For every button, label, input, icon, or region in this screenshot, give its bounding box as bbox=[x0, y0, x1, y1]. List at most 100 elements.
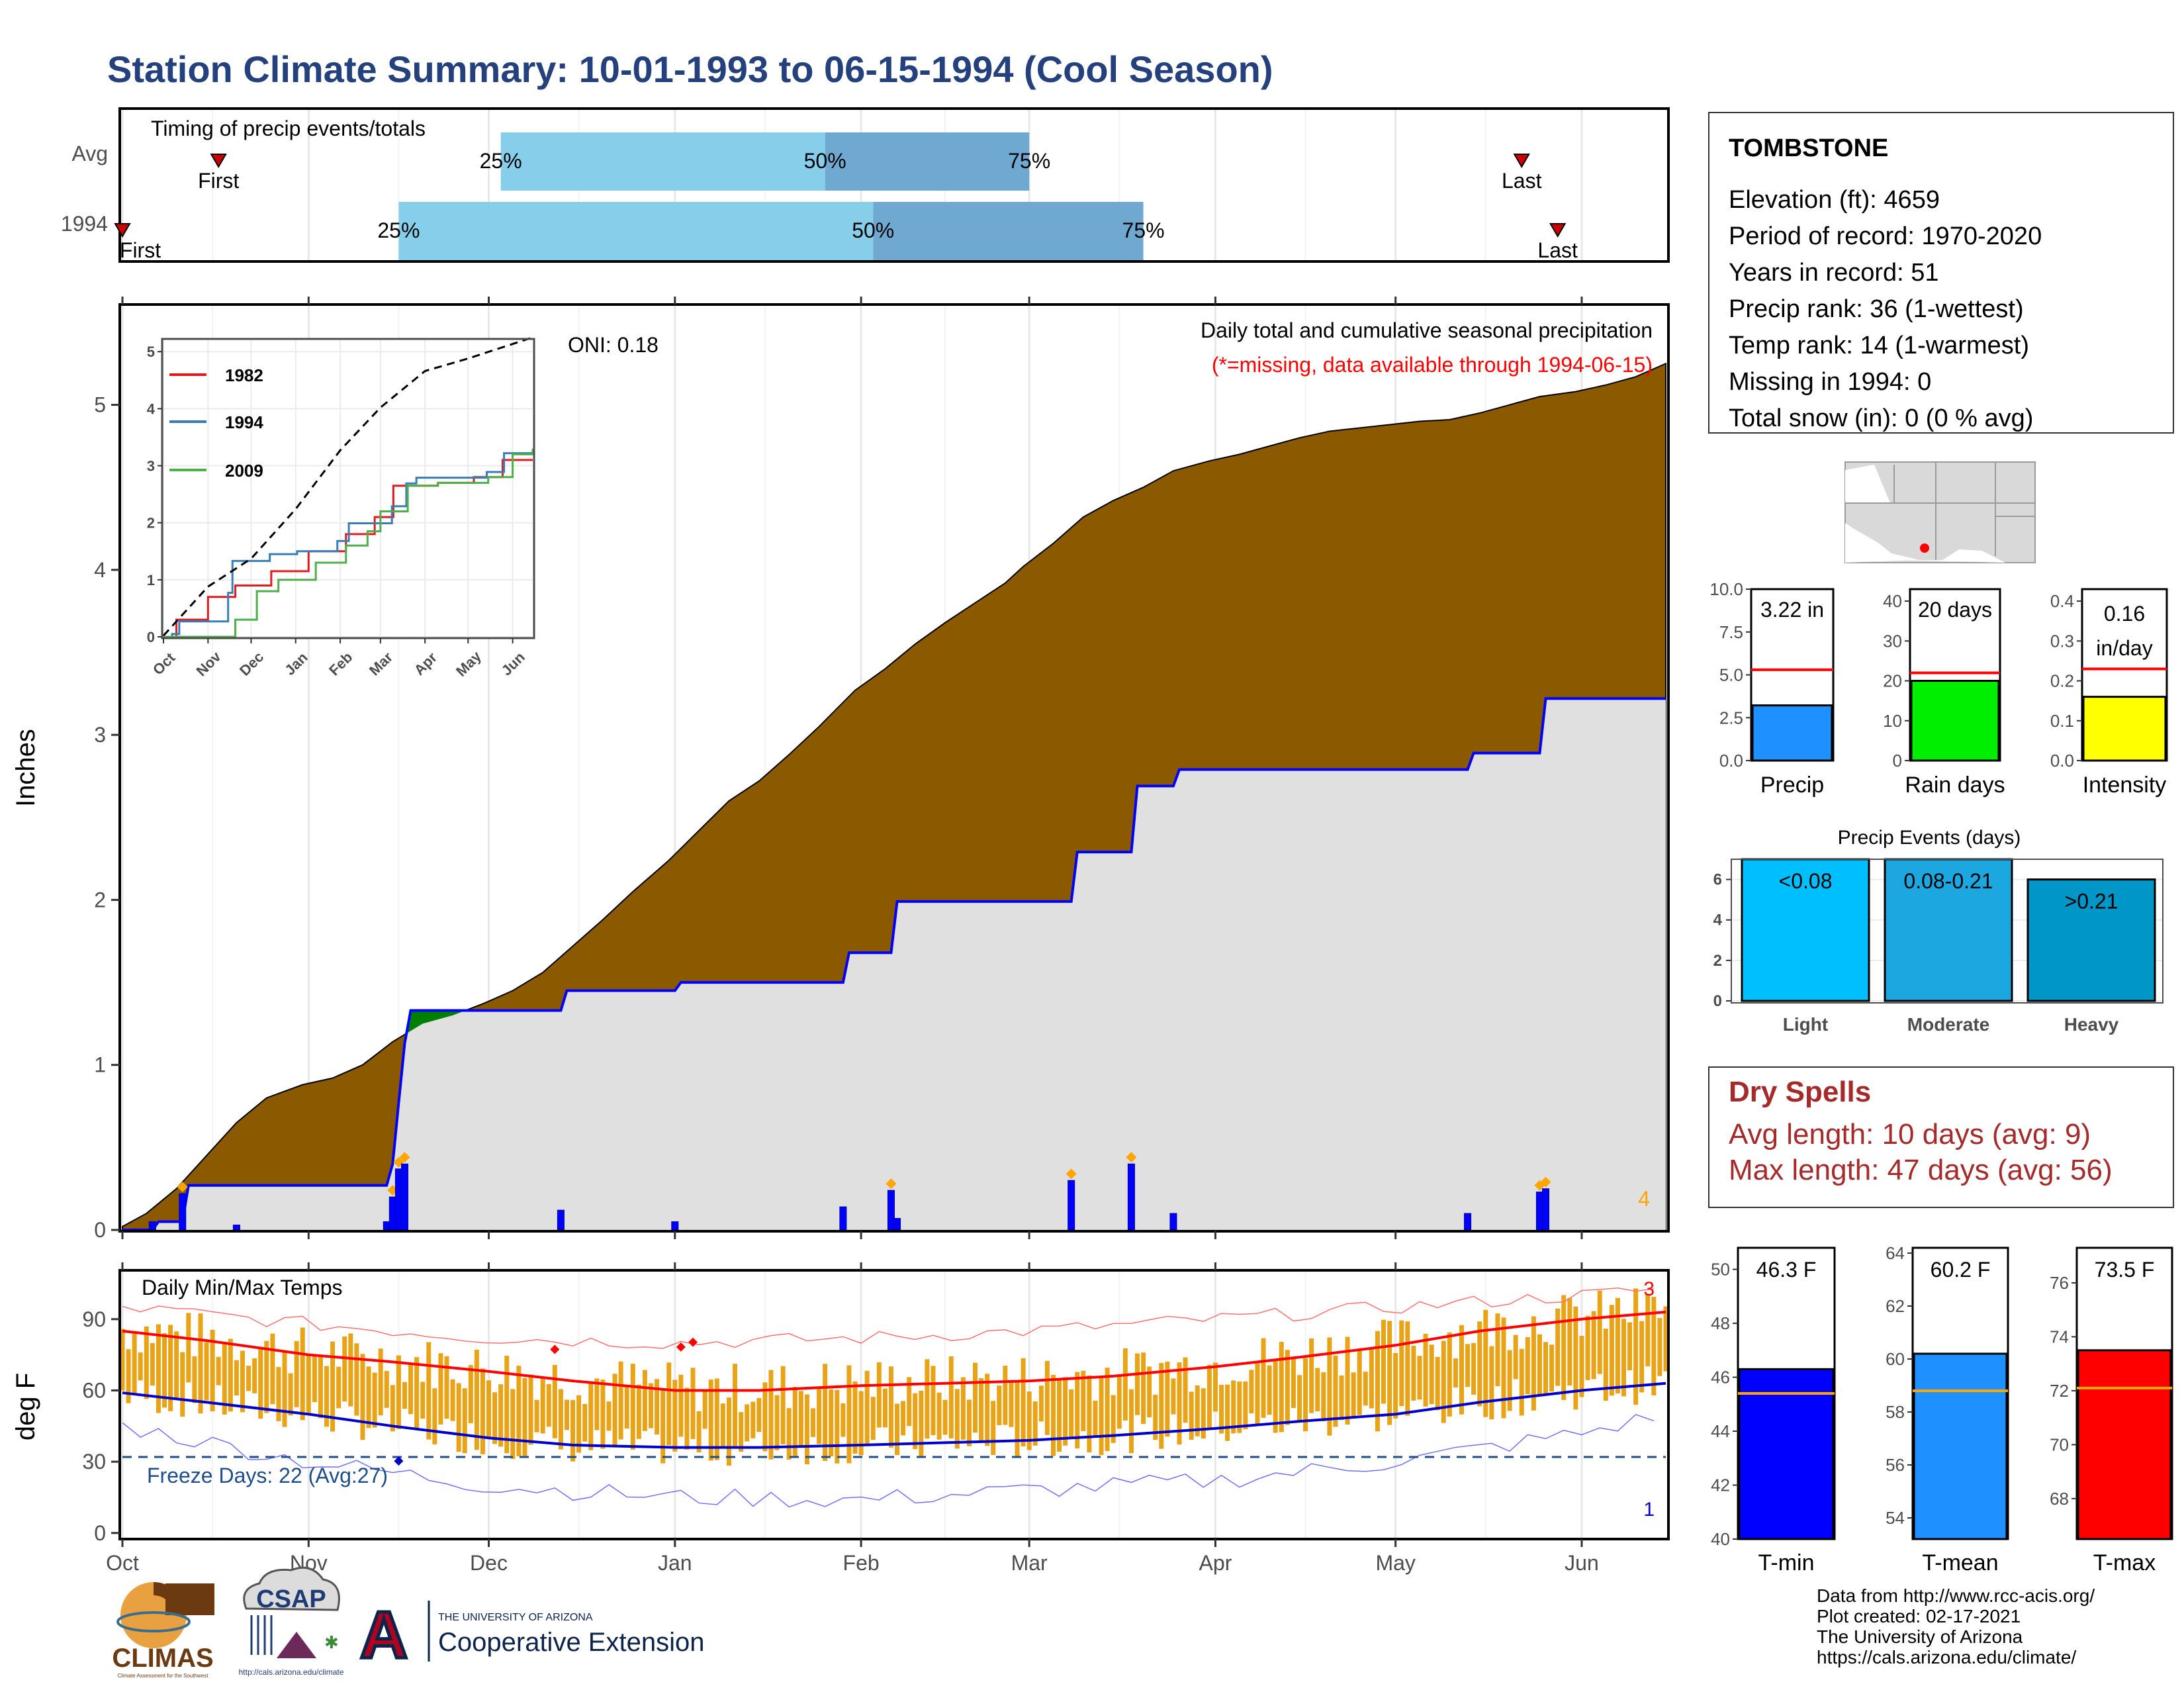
precip-daily-bars bbox=[148, 1152, 1551, 1231]
temp-daily-bar bbox=[1081, 1370, 1086, 1431]
timing-bar-25-50 bbox=[500, 132, 825, 191]
temp-summary-category-label: T-min bbox=[1758, 1550, 1815, 1575]
temp-daily-bar bbox=[1555, 1308, 1561, 1386]
temp-daily-bar bbox=[1645, 1293, 1651, 1367]
temp-summary-y-tick-label: 60 bbox=[1886, 1349, 1905, 1369]
summary-y-tick-label: 0.2 bbox=[2050, 671, 2074, 691]
events-category-label: Moderate bbox=[1907, 1014, 1989, 1035]
temp-daily-bar bbox=[1032, 1401, 1038, 1446]
ua-extension-name: Cooperative Extension bbox=[438, 1628, 704, 1657]
temp-daily-bar bbox=[480, 1368, 485, 1454]
summary-y-tick-label: 40 bbox=[1883, 591, 1902, 611]
summary-y-tick-label: 10.0 bbox=[1709, 579, 1743, 599]
temp-daily-bar bbox=[282, 1351, 287, 1427]
precip-y-tick-label: 4 bbox=[94, 558, 106, 582]
temp-daily-bar bbox=[504, 1355, 510, 1454]
temp-daily-bar bbox=[294, 1340, 299, 1407]
temp-daily-bar bbox=[672, 1380, 678, 1452]
temp-y-tick-label: 60 bbox=[82, 1378, 106, 1402]
temp-daily-bar bbox=[1651, 1297, 1657, 1395]
precip-daily-bar bbox=[1127, 1163, 1135, 1231]
temp-daily-bar bbox=[1399, 1320, 1404, 1407]
temp-daily-bar bbox=[979, 1378, 984, 1441]
timing-row-avg-label: Avg bbox=[71, 142, 108, 165]
temp-daily-bar bbox=[1351, 1372, 1356, 1418]
timing-last-label: Last bbox=[1502, 169, 1542, 193]
footer-url: https://cals.arizona.edu/climate/ bbox=[1817, 1647, 2076, 1667]
summary-y-tick-label: 5.0 bbox=[1719, 665, 1743, 685]
summary-value-unit: in/day bbox=[2096, 636, 2152, 660]
station-box-frame bbox=[1708, 112, 2174, 434]
precip-daily-bar bbox=[388, 1196, 396, 1231]
timing-last-label: Last bbox=[1537, 238, 1578, 262]
temp-daily-bar bbox=[1531, 1316, 1536, 1411]
temp-daily-bar bbox=[120, 1329, 125, 1391]
temp-summary-y-tick-label: 42 bbox=[1711, 1476, 1730, 1495]
precip-y-axis-label: Inches bbox=[11, 729, 40, 807]
record-high-marker bbox=[676, 1342, 686, 1352]
temp-daily-bar bbox=[1183, 1357, 1188, 1423]
temp-daily-bar bbox=[1573, 1306, 1578, 1410]
temp-daily-bar bbox=[1441, 1340, 1446, 1423]
temp-daily-bar bbox=[336, 1366, 341, 1409]
temp-daily-bar bbox=[1429, 1344, 1434, 1405]
temp-daily-bar bbox=[600, 1380, 606, 1449]
temp-avg-max-line bbox=[122, 1311, 1666, 1392]
temp-daily-bar bbox=[300, 1327, 305, 1421]
timing-bar-25-50 bbox=[398, 202, 874, 260]
temp-daily-bar bbox=[1249, 1370, 1254, 1414]
temp-daily-bar bbox=[702, 1389, 707, 1429]
temp-daily-bar bbox=[1279, 1342, 1284, 1432]
temp-daily-bar bbox=[1297, 1375, 1302, 1422]
temp-daily-bar bbox=[372, 1372, 377, 1428]
summary-y-tick-label: 0.4 bbox=[2050, 591, 2074, 611]
precip-daily-bar bbox=[1535, 1192, 1543, 1231]
temp-daily-bar bbox=[1327, 1337, 1332, 1436]
csap-url: http://cals.arizona.edu/climate bbox=[239, 1667, 344, 1677]
temp-daily-bar bbox=[330, 1341, 336, 1432]
temp-daily-bar bbox=[558, 1389, 563, 1450]
temp-daily-bar bbox=[684, 1387, 690, 1450]
temp-label: Daily Min/Max Temps bbox=[142, 1276, 342, 1299]
temp-daily-bar bbox=[1309, 1338, 1314, 1413]
temp-daily-bar bbox=[156, 1324, 161, 1413]
timing-first-marker bbox=[210, 154, 227, 168]
timing-p50-label: 50% bbox=[852, 218, 894, 242]
precip-y-tick-label: 0 bbox=[94, 1218, 106, 1242]
timing-bar-50-75 bbox=[873, 202, 1144, 260]
temp-daily-bar bbox=[948, 1356, 954, 1438]
temp-daily-bar bbox=[1333, 1355, 1338, 1427]
events-bar-Heavy bbox=[2026, 878, 2156, 1002]
temp-daily-bar bbox=[936, 1392, 942, 1440]
precip-y-tick-label: 1 bbox=[94, 1053, 106, 1077]
temp-summary-y-tick-label: 62 bbox=[1886, 1296, 1905, 1316]
temp-daily-bar bbox=[925, 1359, 930, 1439]
precip-current-cumulative-line bbox=[122, 697, 1666, 1231]
temp-daily-bar bbox=[138, 1352, 143, 1381]
summary-y-tick-label: 0.3 bbox=[2050, 631, 2074, 651]
timing-last-marker bbox=[1549, 223, 1567, 238]
temp-daily-bar bbox=[534, 1399, 539, 1432]
temp-daily-bar bbox=[714, 1378, 719, 1460]
temp-daily-bar bbox=[402, 1382, 407, 1409]
temp-daily-bar bbox=[450, 1379, 455, 1421]
precip-daily-bar bbox=[557, 1209, 565, 1231]
precip-events-frame bbox=[1731, 859, 2163, 1004]
temp-daily-bar bbox=[1417, 1356, 1422, 1400]
footer-plot-created: Plot created: 02-17-2021 bbox=[1817, 1606, 2021, 1626]
temp-daily-bar bbox=[733, 1364, 738, 1447]
footer-data-source: Data from http://www.rcc-acis.org/ bbox=[1817, 1585, 2095, 1606]
temp-daily-bar bbox=[1015, 1382, 1020, 1457]
temp-daily-bar bbox=[1021, 1358, 1026, 1447]
temp-daily-bar bbox=[240, 1350, 245, 1413]
station-period: Period of record: 1970-2020 bbox=[1729, 222, 2042, 250]
temp-summary-y-tick-label: 64 bbox=[1886, 1243, 1905, 1263]
temp-daily-bar bbox=[144, 1326, 149, 1399]
temp-daily-bar bbox=[444, 1356, 449, 1419]
temp-daily-bar bbox=[528, 1374, 533, 1445]
inset-y-tick-label: 0 bbox=[147, 629, 155, 645]
temp-daily-bar bbox=[396, 1355, 401, 1429]
temp-daily-bar bbox=[432, 1388, 437, 1444]
temp-daily-bar bbox=[642, 1370, 647, 1431]
